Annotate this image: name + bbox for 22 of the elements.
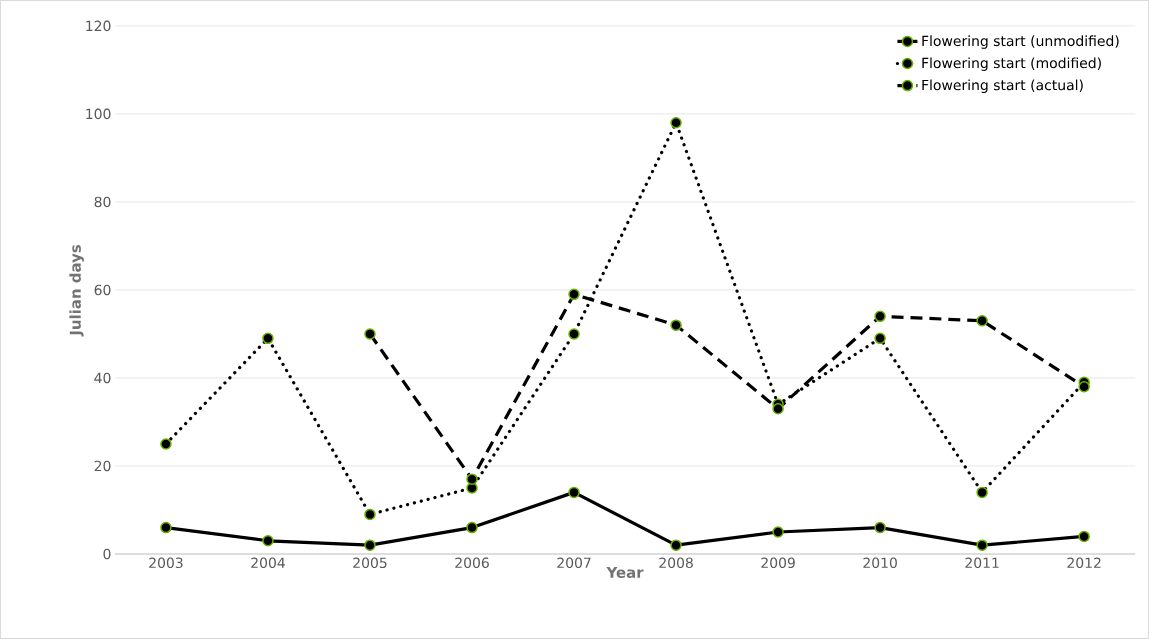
legend-label: Flowering start (modified) (922, 57, 1101, 71)
y-tick-label: 60 (94, 284, 111, 296)
x-tick-label: 2011 (965, 557, 999, 569)
x-tick-label: 2009 (761, 557, 795, 569)
y-tick-label: 80 (94, 196, 111, 208)
y-axis-title: Julian days (69, 244, 84, 337)
y-tick-label: 20 (94, 460, 111, 472)
x-tick-label: 2005 (353, 557, 387, 569)
x-tick-label: 2008 (659, 557, 693, 569)
x-tick-label: 2004 (251, 557, 285, 569)
y-tick-label: 120 (86, 20, 111, 32)
x-tick-label: 2007 (557, 557, 591, 569)
y-tick-label: 100 (86, 108, 111, 120)
x-tick-label: 2003 (149, 557, 183, 569)
legend-label: Flowering start (unmodified) (922, 35, 1119, 49)
legend-label: Flowering start (actual) (922, 79, 1083, 94)
x-tick-label: 2010 (863, 557, 897, 569)
x-tick-label: 2012 (1067, 557, 1101, 569)
y-tick-label: 0 (103, 548, 111, 560)
x-tick-label: 2006 (455, 557, 489, 569)
y-tick-label: 40 (94, 372, 111, 384)
x-axis-title: Year (606, 566, 644, 579)
